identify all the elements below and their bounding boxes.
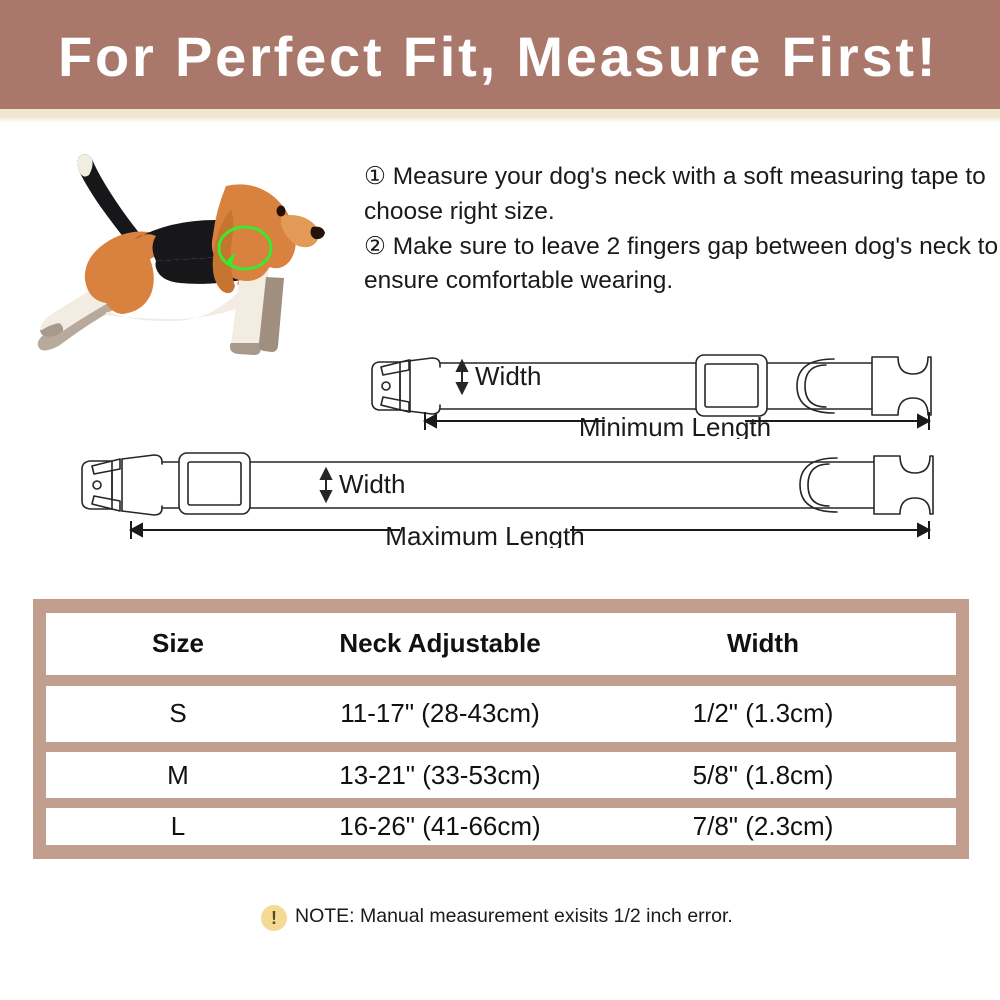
svg-text:Minimum Length: Minimum Length	[579, 412, 771, 439]
svg-text:Maximum Length: Maximum Length	[385, 521, 584, 548]
svg-text:Width: Width	[475, 361, 541, 391]
svg-text:Width: Width	[339, 469, 405, 499]
